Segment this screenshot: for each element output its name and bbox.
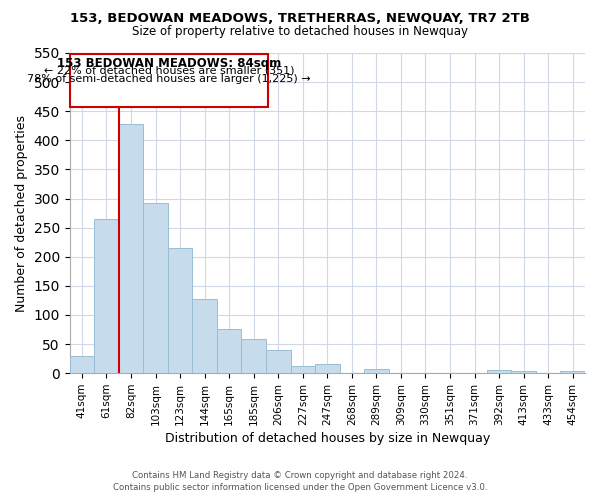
Bar (119, 124, 143, 373)
Text: Size of property relative to detached houses in Newquay: Size of property relative to detached ho… (132, 25, 468, 38)
Bar (364, 368, 389, 373)
Bar (266, 350, 290, 373)
FancyBboxPatch shape (70, 54, 268, 106)
Bar (143, 203, 168, 373)
Bar (217, 329, 241, 373)
Text: ← 22% of detached houses are smaller (351): ← 22% of detached houses are smaller (35… (44, 66, 294, 76)
Text: 78% of semi-detached houses are larger (1,225) →: 78% of semi-detached houses are larger (… (27, 74, 311, 84)
Bar (511, 372, 536, 373)
Bar (487, 370, 511, 373)
Bar (70, 356, 94, 373)
X-axis label: Distribution of detached houses by size in Newquay: Distribution of detached houses by size … (165, 432, 490, 445)
Bar (315, 364, 340, 373)
Bar (168, 248, 193, 373)
Bar (241, 340, 266, 373)
Y-axis label: Number of detached properties: Number of detached properties (15, 114, 28, 312)
Text: 153 BEDOWAN MEADOWS: 84sqm: 153 BEDOWAN MEADOWS: 84sqm (57, 57, 281, 70)
Bar (290, 366, 315, 373)
Bar (193, 298, 217, 373)
Text: 153, BEDOWAN MEADOWS, TRETHERRAS, NEWQUAY, TR7 2TB: 153, BEDOWAN MEADOWS, TRETHERRAS, NEWQUA… (70, 12, 530, 26)
Bar (560, 371, 585, 373)
Bar (94, 219, 119, 373)
Text: Contains HM Land Registry data © Crown copyright and database right 2024.
Contai: Contains HM Land Registry data © Crown c… (113, 471, 487, 492)
